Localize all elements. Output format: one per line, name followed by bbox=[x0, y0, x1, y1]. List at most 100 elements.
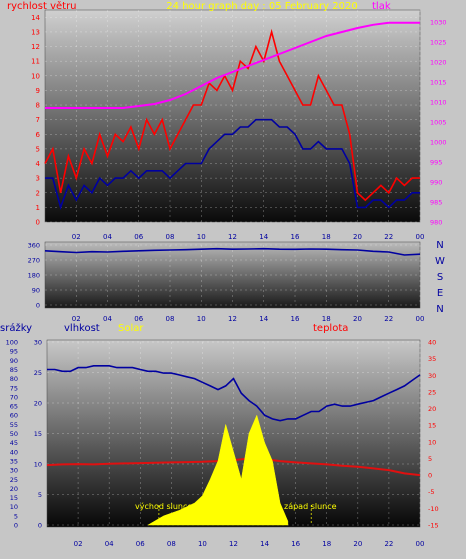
direction-xtick-18: 18 bbox=[322, 315, 331, 323]
series-gust bbox=[44, 28, 420, 202]
rain-ytick-50: 50 bbox=[10, 430, 18, 438]
humidity-ytick-0: 0 bbox=[38, 522, 42, 530]
humidity-ytick-10: 10 bbox=[34, 461, 42, 469]
direction-letter-1: W bbox=[435, 256, 445, 267]
wind-ytick-1: 1 bbox=[36, 204, 40, 212]
humidity-ytick-30: 30 bbox=[34, 339, 42, 347]
wind-xtick-16: 16 bbox=[291, 233, 300, 241]
direction-xtick-16: 16 bbox=[291, 315, 300, 323]
temp-xtick-10: 10 bbox=[198, 540, 207, 548]
temp-ytick-10: 10 bbox=[428, 438, 436, 446]
temp-xtick-20: 20 bbox=[353, 540, 362, 548]
rain-ytick-45: 45 bbox=[10, 439, 18, 447]
direction-letter-2: S bbox=[437, 272, 443, 283]
temp-ytick--5: -5 bbox=[428, 488, 434, 496]
wind-xtick-12: 12 bbox=[228, 233, 237, 241]
direction-xtick-00: 00 bbox=[416, 315, 425, 323]
pressure-ytick-990: 990 bbox=[430, 179, 442, 187]
temp-ytick-20: 20 bbox=[428, 405, 436, 413]
direction-letter-3: E bbox=[437, 288, 443, 299]
temp-xtick-14: 14 bbox=[260, 540, 269, 548]
temp-xtick-02: 02 bbox=[74, 540, 83, 548]
direction-xtick-04: 04 bbox=[103, 315, 112, 323]
wind-xtick-06: 06 bbox=[134, 233, 143, 241]
rain-ytick-20: 20 bbox=[10, 485, 18, 493]
rain-ytick-95: 95 bbox=[10, 348, 18, 356]
temp-ytick-35: 35 bbox=[428, 355, 436, 363]
rain-ytick-35: 35 bbox=[10, 457, 18, 465]
temp-xtick-08: 08 bbox=[167, 540, 176, 548]
pressure-ytick-1025: 1025 bbox=[430, 39, 447, 47]
rain-ytick-70: 70 bbox=[10, 393, 18, 401]
wind-ytick-9: 9 bbox=[36, 87, 40, 95]
temp-xtick-18: 18 bbox=[322, 540, 331, 548]
rain-ytick-30: 30 bbox=[10, 467, 18, 475]
temp-ytick-5: 5 bbox=[428, 455, 432, 463]
wind-xtick-10: 10 bbox=[197, 233, 206, 241]
wind-xtick-04: 04 bbox=[103, 233, 112, 241]
rain-ytick-85: 85 bbox=[10, 366, 18, 374]
wind-xtick-08: 08 bbox=[166, 233, 175, 241]
direction-xtick-14: 14 bbox=[259, 315, 268, 323]
humidity-ytick-25: 25 bbox=[34, 369, 42, 377]
wind-xtick-02: 02 bbox=[72, 233, 81, 241]
direction-letter-4: N bbox=[436, 304, 443, 315]
wind-ytick-8: 8 bbox=[36, 102, 40, 110]
humidity-axis-label: vlhkost bbox=[64, 323, 100, 334]
temp-ytick-40: 40 bbox=[428, 339, 436, 347]
wind-ytick-7: 7 bbox=[36, 116, 40, 124]
temp-plot-area bbox=[46, 339, 421, 528]
pressure-ytick-985: 985 bbox=[430, 199, 442, 207]
rain-ytick-5: 5 bbox=[14, 512, 18, 520]
rain-ytick-75: 75 bbox=[10, 384, 18, 392]
wind-ytick-2: 2 bbox=[36, 189, 40, 197]
pressure-ytick-1000: 1000 bbox=[430, 139, 447, 147]
wind-xtick-18: 18 bbox=[322, 233, 331, 241]
wind-xtick-14: 14 bbox=[259, 233, 268, 241]
wind-ytick-12: 12 bbox=[31, 43, 40, 51]
pressure-ytick-995: 995 bbox=[430, 159, 442, 167]
wind-xtick-00: 00 bbox=[416, 233, 425, 241]
direction-xtick-08: 08 bbox=[166, 315, 175, 323]
direction-ytick-360: 360 bbox=[28, 242, 40, 250]
temp-xtick-16: 16 bbox=[291, 540, 300, 548]
pressure-axis-label: tlak bbox=[372, 1, 391, 12]
rain-ytick-100: 100 bbox=[6, 339, 18, 347]
pressure-ytick-1005: 1005 bbox=[430, 119, 447, 127]
rain-ytick-55: 55 bbox=[10, 421, 18, 429]
solar-label: Solar bbox=[118, 323, 144, 334]
series-humidity bbox=[47, 364, 421, 422]
direction-xtick-20: 20 bbox=[353, 315, 362, 323]
temp-ytick--15: -15 bbox=[428, 522, 439, 530]
temp-ytick-15: 15 bbox=[428, 422, 436, 430]
direction-plot-area bbox=[44, 241, 421, 309]
direction-ytick-90: 90 bbox=[32, 287, 40, 295]
direction-letter-0: N bbox=[436, 240, 443, 251]
rain-ytick-25: 25 bbox=[10, 476, 18, 484]
sunset-annotation: západ slunce bbox=[284, 502, 337, 511]
series-avg bbox=[45, 118, 420, 211]
wind-ytick-14: 14 bbox=[31, 14, 40, 22]
temp-xtick-06: 06 bbox=[136, 540, 145, 548]
sunrise-annotation: východ slunce bbox=[135, 502, 192, 511]
rain-ytick-40: 40 bbox=[10, 448, 18, 456]
wind-plot-area bbox=[44, 9, 421, 223]
wind-xtick-20: 20 bbox=[353, 233, 362, 241]
rain-ytick-15: 15 bbox=[10, 494, 18, 502]
rain-ytick-0: 0 bbox=[14, 522, 18, 530]
direction-xtick-10: 10 bbox=[197, 315, 206, 323]
temp-xtick-04: 04 bbox=[105, 540, 114, 548]
humidity-ytick-15: 15 bbox=[34, 430, 42, 438]
temp-ytick-0: 0 bbox=[428, 472, 432, 480]
temp-xtick-00: 00 bbox=[416, 540, 425, 548]
pressure-ytick-980: 980 bbox=[430, 219, 442, 227]
temp-xtick-22: 22 bbox=[384, 540, 393, 548]
wind-ytick-10: 10 bbox=[31, 72, 40, 80]
rain-ytick-60: 60 bbox=[10, 412, 18, 420]
wind-xtick-22: 22 bbox=[384, 233, 393, 241]
rain-axis-label: srážky bbox=[0, 322, 32, 334]
direction-xtick-22: 22 bbox=[384, 315, 393, 323]
humidity-ytick-20: 20 bbox=[34, 400, 42, 408]
